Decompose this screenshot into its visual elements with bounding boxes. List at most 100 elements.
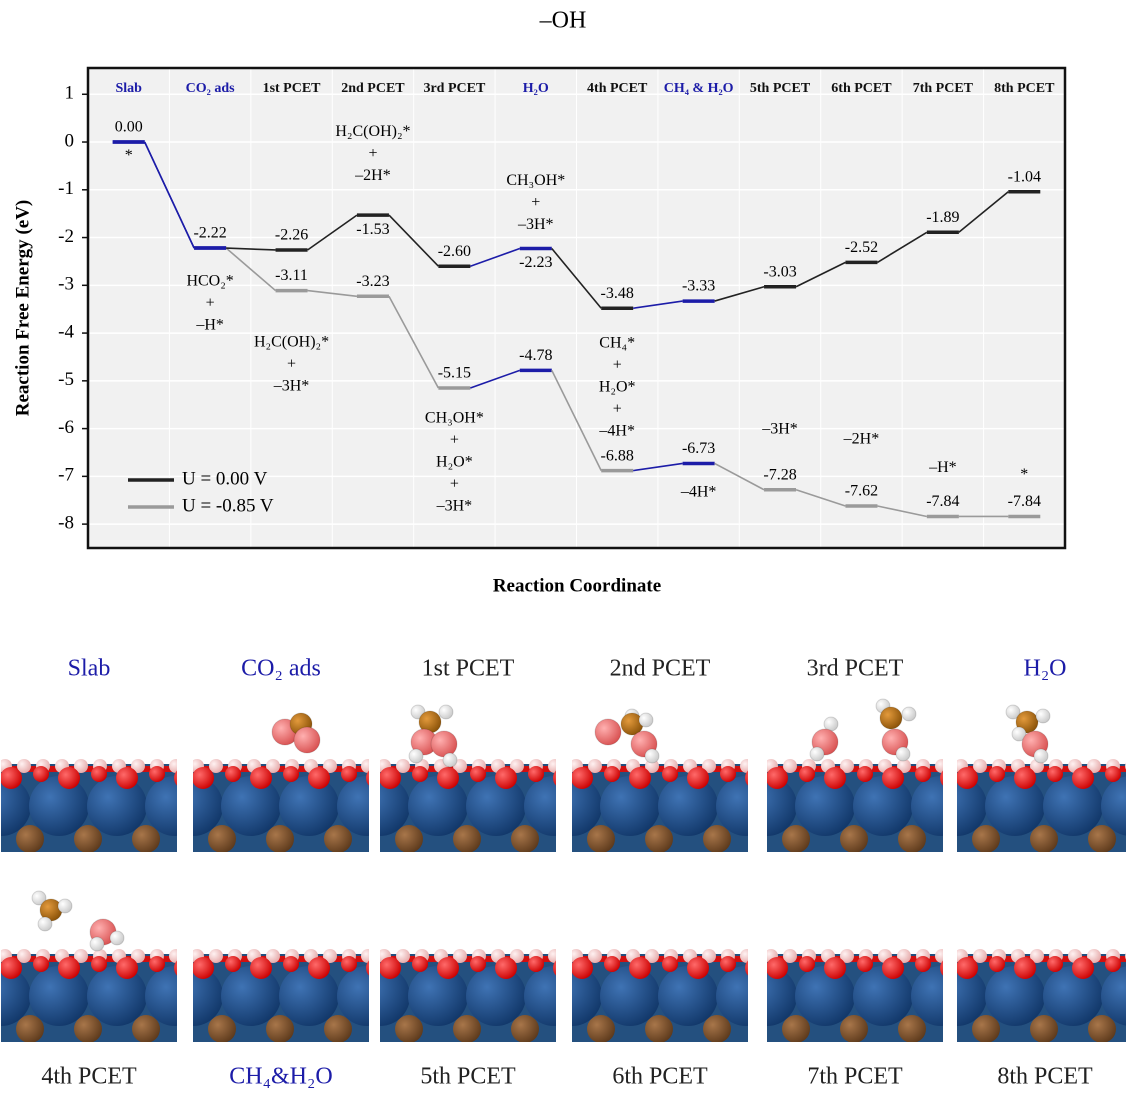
adsorbate-atom xyxy=(638,712,654,728)
atom xyxy=(572,966,602,1026)
panel-label: CO₂ ads xyxy=(241,656,321,682)
connector xyxy=(388,214,439,267)
atom xyxy=(524,776,556,836)
atom xyxy=(1105,766,1121,782)
panel-label: 8th PCET xyxy=(997,1064,1093,1090)
atom xyxy=(588,759,602,773)
annotation: –2H* xyxy=(354,167,391,184)
atom xyxy=(662,766,678,782)
connector xyxy=(633,300,683,310)
oxide-layer xyxy=(380,956,556,962)
oxide-layer xyxy=(1,956,177,962)
atom xyxy=(853,966,913,1026)
annotation: –2H* xyxy=(843,430,880,447)
connector xyxy=(714,285,765,302)
atom xyxy=(221,966,281,1026)
atom xyxy=(783,949,797,963)
atom xyxy=(629,767,651,789)
structure-panel xyxy=(193,949,369,1042)
atom xyxy=(412,956,428,972)
atom xyxy=(898,1015,926,1042)
atom xyxy=(193,767,214,789)
annotation: * xyxy=(1020,466,1028,483)
atom xyxy=(221,776,281,836)
atom xyxy=(380,957,401,979)
atom xyxy=(1072,767,1094,789)
atom xyxy=(587,825,615,852)
atom xyxy=(740,759,748,773)
atom xyxy=(466,776,526,836)
annotation: + xyxy=(613,356,622,373)
panel-atoms xyxy=(1,759,177,852)
oxide-layer xyxy=(380,766,556,772)
atom xyxy=(587,1015,615,1042)
atom xyxy=(337,776,369,836)
atom xyxy=(323,949,337,963)
y-tick-label: -3 xyxy=(58,274,74,295)
atom xyxy=(572,957,593,979)
annotation: HCO₂* xyxy=(186,273,233,290)
panel-label: H₂O xyxy=(1023,656,1066,682)
oxide-layer xyxy=(193,956,369,962)
panel-atoms xyxy=(193,712,369,852)
atom xyxy=(87,966,147,1026)
atom xyxy=(193,966,223,1026)
atom xyxy=(1030,825,1058,852)
atom xyxy=(209,949,223,963)
atom xyxy=(911,776,943,836)
atom xyxy=(33,766,49,782)
category-label: 5th PCET xyxy=(750,81,811,96)
atom xyxy=(437,767,459,789)
atom xyxy=(702,949,716,963)
atom xyxy=(412,766,428,782)
structure-panel xyxy=(1,890,177,1042)
atom xyxy=(279,776,339,836)
value-label: -2.52 xyxy=(845,239,878,256)
atom xyxy=(132,1015,160,1042)
x-axis-label: Reaction Coordinate xyxy=(493,575,661,596)
atom xyxy=(174,770,177,786)
annotation: CH₄* xyxy=(599,334,635,351)
atom xyxy=(266,759,280,773)
atom xyxy=(17,949,31,963)
atom xyxy=(266,825,294,852)
atom xyxy=(324,1015,352,1042)
atom xyxy=(882,767,904,789)
atom xyxy=(528,766,544,782)
panel-label: 3rd PCET xyxy=(807,656,904,682)
panel-label: 5th PCET xyxy=(420,1064,516,1090)
connector xyxy=(795,261,846,288)
atom xyxy=(380,767,401,789)
atom xyxy=(1,776,31,836)
oxide-layer xyxy=(767,956,943,962)
atom xyxy=(91,766,107,782)
structure-panels: Slab CO₂ ads 1st PCET 2nd PCET 3rd PCET H₂O 4t… xyxy=(1,656,1126,1090)
atom xyxy=(145,776,177,836)
panel-label: 4th PCET xyxy=(41,1064,137,1090)
panel-atoms xyxy=(380,949,556,1042)
connector xyxy=(877,231,928,264)
atom xyxy=(604,956,620,972)
atom xyxy=(824,957,846,979)
atom xyxy=(208,825,236,852)
category-label: 2nd PCET xyxy=(341,81,405,96)
adsorbate-atom xyxy=(57,898,73,914)
atom xyxy=(972,825,1000,852)
connector xyxy=(795,488,846,507)
adsorbate-atom xyxy=(293,726,321,754)
atom xyxy=(395,825,423,852)
atom xyxy=(782,1015,810,1042)
adsorbate-atom xyxy=(1033,748,1049,764)
value-label: -3.03 xyxy=(763,263,796,280)
y-axis-label: Reaction Free Energy (eV) xyxy=(12,200,33,417)
atom xyxy=(857,956,873,972)
adsorbate-atom xyxy=(879,706,903,730)
atom xyxy=(209,759,223,773)
panel-atoms xyxy=(767,698,943,852)
atom xyxy=(408,776,468,836)
adsorbate-atom xyxy=(809,746,825,762)
atom xyxy=(720,956,736,972)
atom xyxy=(337,966,369,1026)
value-label: -4.78 xyxy=(519,347,552,364)
atom xyxy=(361,759,369,773)
